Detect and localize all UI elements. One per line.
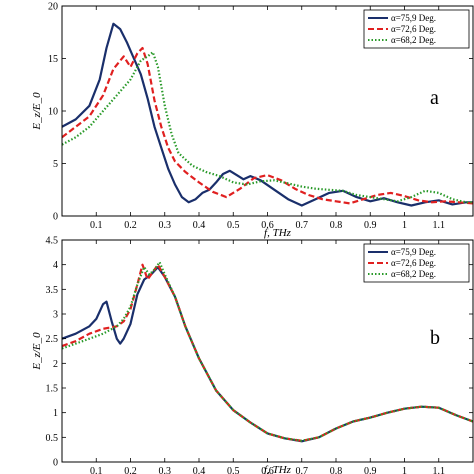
y-tick-label: 4 — [53, 260, 58, 271]
y-tick-label: 10 — [48, 107, 58, 118]
y-tick-label: 2 — [53, 359, 58, 370]
legend: α=75,9 Deg.α=72,6 Deg.α=68,2 Deg. — [363, 243, 470, 283]
x-axis-label: f, THz — [264, 464, 292, 474]
panel-label: a — [430, 87, 439, 109]
x-tick-label: 0.2 — [124, 220, 137, 231]
y-tick-label: 15 — [48, 54, 58, 65]
y-axis-label: E_z/E_0 — [31, 332, 43, 371]
y-tick-label: 5 — [53, 159, 58, 170]
x-tick-label: 0.6 — [261, 220, 274, 231]
x-tick-label: 0.3 — [159, 466, 172, 474]
series-line-3 — [62, 51, 473, 204]
y-tick-label: 2.5 — [46, 334, 59, 345]
series-line-1 — [62, 266, 473, 443]
y-tick-label: 3 — [53, 310, 58, 321]
y-tick-label: 0.5 — [46, 433, 59, 444]
series-line-3 — [62, 261, 473, 442]
x-tick-label: 0.4 — [193, 220, 206, 231]
x-tick-label: 0.4 — [193, 466, 206, 474]
y-tick-label: 1 — [53, 408, 58, 419]
legend-label: α=75,9 Deg. — [391, 247, 436, 257]
x-tick-label: 0.8 — [330, 466, 343, 474]
y-tick-label: 4.5 — [46, 236, 59, 247]
legend-label: α=75,9 Deg. — [391, 13, 436, 23]
series-line-2 — [62, 263, 473, 442]
x-axis-label: f, THz — [264, 227, 292, 239]
legend: α=75,9 Deg.α=72,6 Deg.α=68,2 Deg. — [363, 9, 470, 49]
x-tick-label: 0.5 — [227, 220, 240, 231]
x-tick-label: 0.5 — [227, 466, 240, 474]
chart-panel-b: 0.1 0.2 0.3 0.4 0.5 0.6 0.7 0.8 0.9 1 1.1 0 0.5 1 1.5 2… — [31, 236, 474, 474]
panel-label: b — [430, 327, 440, 349]
y-tick-label: 3.5 — [46, 285, 59, 296]
x-tick-label: 1 — [402, 466, 407, 474]
x-tick-label: 0.1 — [90, 466, 103, 474]
y-tick-label: 0 — [53, 458, 58, 469]
legend-label: α=68,2 Deg. — [391, 269, 436, 279]
y-tick-label: 20 — [48, 2, 58, 13]
x-tick-label: 0.9 — [364, 220, 377, 231]
legend-label: α=72,6 Deg. — [391, 24, 436, 34]
x-tick-label: 0.3 — [159, 220, 172, 231]
legend-label: α=72,6 Deg. — [391, 258, 436, 268]
x-tick-label: 1 — [402, 220, 407, 231]
x-tick-label: 0.7 — [296, 466, 309, 474]
series-line-2 — [62, 46, 473, 205]
y-tick-label: 1.5 — [46, 384, 59, 395]
x-tick-label: 1.1 — [433, 220, 446, 231]
x-tick-label: 0.9 — [364, 466, 377, 474]
chart-panel-a: 0.1 0.2 0.3 0.4 0.5 0.6 0.7 0.8 0.9 1 1.1 0 5 10 15 20 f… — [31, 2, 474, 239]
x-tick-label: 0.1 — [90, 220, 103, 231]
x-tick-label: 0.8 — [330, 220, 343, 231]
y-axis-label: E_z/E_0 — [31, 92, 43, 131]
x-tick-label: 0.2 — [124, 466, 137, 474]
x-tick-label: 0.6 — [261, 466, 274, 474]
series-line-1 — [62, 22, 473, 207]
y-tick-label: 0 — [53, 212, 58, 223]
x-tick-label: 0.7 — [296, 220, 309, 231]
legend-label: α=68,2 Deg. — [391, 35, 436, 45]
x-tick-label: 1.1 — [433, 466, 446, 474]
